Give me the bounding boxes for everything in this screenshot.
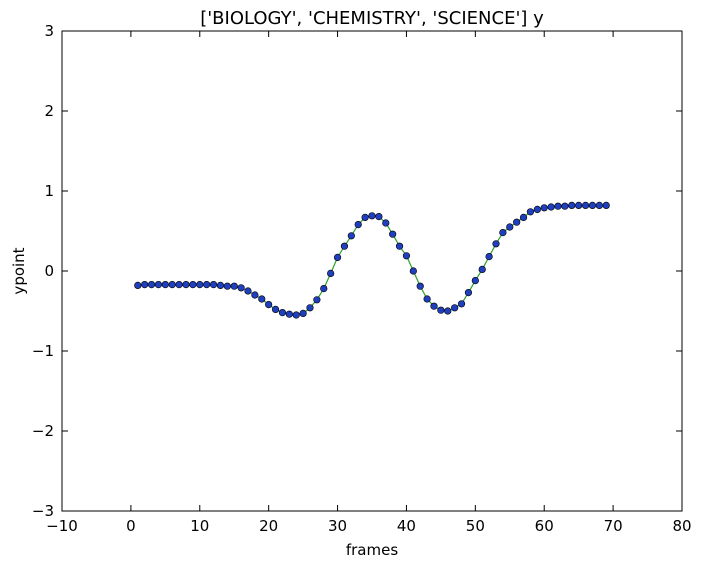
data-point <box>244 287 252 295</box>
data-point <box>134 281 142 290</box>
data-point <box>306 304 314 312</box>
y-tick-label: 3 <box>44 22 54 40</box>
x-tick-label: 40 <box>397 517 416 535</box>
x-axis-label: frames <box>346 541 398 559</box>
data-point <box>327 269 335 278</box>
y-tick-label: 2 <box>44 102 54 120</box>
x-tick-label: −10 <box>46 517 78 535</box>
data-point <box>147 281 156 289</box>
data-point <box>533 205 541 213</box>
data-point <box>478 265 486 274</box>
x-tick-label: 0 <box>126 517 136 535</box>
data-point <box>258 295 266 303</box>
y-tick-label: 1 <box>44 182 54 200</box>
data-point <box>368 212 376 220</box>
data-point <box>347 232 355 240</box>
x-tick-label: 10 <box>190 517 209 535</box>
data-point <box>141 281 149 289</box>
data-point <box>292 311 300 319</box>
data-point <box>430 302 438 310</box>
series-layer <box>134 201 610 319</box>
data-point <box>437 306 445 314</box>
data-point <box>547 203 555 211</box>
data-point <box>154 281 163 289</box>
x-tick-label: 50 <box>466 517 485 535</box>
data-point <box>423 295 431 303</box>
x-tick-label: 70 <box>604 517 623 535</box>
y-tick-label: −1 <box>32 342 54 360</box>
y-axis-label: ypoint <box>10 247 28 294</box>
data-point <box>340 242 349 250</box>
y-tick-label: −2 <box>32 422 54 440</box>
data-point <box>499 229 507 237</box>
data-point <box>485 253 493 261</box>
data-point <box>595 201 603 209</box>
data-point <box>402 252 411 260</box>
data-point <box>492 240 500 248</box>
y-tick-label: −3 <box>32 502 54 520</box>
data-point <box>196 281 204 289</box>
data-point <box>389 230 397 238</box>
data-point <box>506 223 514 231</box>
data-point <box>588 201 597 209</box>
data-point <box>457 300 466 308</box>
data-point <box>354 221 362 229</box>
data-point <box>464 289 473 297</box>
data-point <box>451 304 459 312</box>
data-point <box>203 281 211 289</box>
data-point <box>602 201 610 209</box>
x-tick-label: 60 <box>535 517 554 535</box>
data-point <box>223 282 231 290</box>
data-point <box>575 201 583 209</box>
data-point <box>444 307 452 315</box>
data-point <box>581 201 590 209</box>
data-point <box>513 218 521 226</box>
data-point <box>271 305 280 314</box>
data-point <box>299 309 307 318</box>
data-point <box>237 284 245 292</box>
data-point <box>216 281 225 290</box>
data-point <box>540 204 548 212</box>
data-point <box>526 208 535 216</box>
y-tick-label: 0 <box>44 262 54 280</box>
data-point <box>382 219 390 227</box>
data-point <box>361 213 369 221</box>
data-point <box>568 201 576 209</box>
plot-frame <box>61 30 683 512</box>
data-point <box>265 301 273 309</box>
x-tick-label: 30 <box>328 517 347 535</box>
data-point <box>189 281 197 289</box>
data-point <box>561 202 569 210</box>
data-point <box>209 281 218 289</box>
data-point <box>375 213 383 221</box>
data-point <box>554 202 562 210</box>
data-point <box>161 281 169 289</box>
data-point <box>278 309 287 317</box>
data-point <box>320 285 328 293</box>
chart-title: ['BIOLOGY', 'CHEMISTRY', 'SCIENCE'] y <box>200 8 544 29</box>
data-point <box>519 213 528 221</box>
data-point <box>175 281 183 289</box>
x-tick-label: 80 <box>672 517 691 535</box>
data-point <box>416 282 424 290</box>
data-point <box>471 277 479 285</box>
data-point <box>168 281 176 289</box>
data-point <box>395 242 404 250</box>
plot-area <box>62 31 682 511</box>
data-point <box>313 296 321 304</box>
data-point <box>182 281 190 289</box>
data-point <box>409 267 417 275</box>
data-point <box>230 282 238 290</box>
data-point <box>251 291 259 299</box>
data-point <box>333 253 342 261</box>
x-tick-label: 20 <box>259 517 278 535</box>
data-point <box>285 310 293 318</box>
